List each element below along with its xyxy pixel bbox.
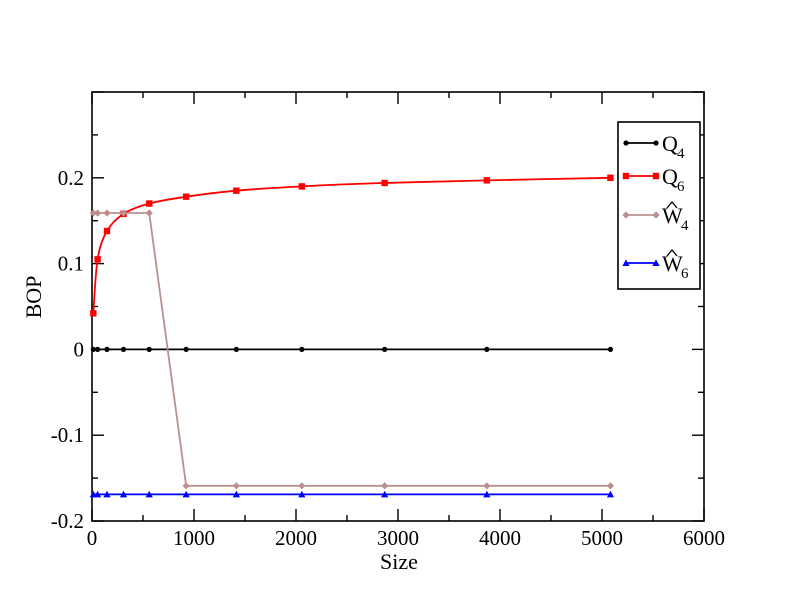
- series-hat-w6: [89, 490, 615, 498]
- legend-subscript: 4: [677, 146, 685, 162]
- legend-marker: [622, 172, 630, 180]
- series-line: [92, 176, 611, 314]
- data-point: [484, 346, 490, 352]
- x-tick-label: 2000: [275, 526, 317, 550]
- data-point: [90, 310, 97, 317]
- data-point: [298, 183, 306, 190]
- series-q6: [90, 174, 614, 317]
- y-axis-title: BOP: [21, 276, 46, 319]
- data-point: [119, 490, 128, 498]
- data-point: [89, 209, 97, 217]
- data-point: [607, 346, 614, 352]
- data-point: [103, 227, 111, 235]
- y-tick-label: 0.2: [58, 166, 84, 190]
- plot-frame: [91, 91, 705, 522]
- data-point: [381, 490, 389, 498]
- data-point: [95, 346, 101, 352]
- plot-area: [91, 91, 705, 522]
- legend-marker: [622, 211, 630, 219]
- data-point: [483, 482, 491, 490]
- data-point: [382, 346, 388, 352]
- data-point: [104, 346, 110, 352]
- axes: 0 1000 2000 3000 4000 5000 6000 -0.2 -0.1 0 0.1 0.2: [51, 91, 725, 550]
- legend-subscript: 6: [681, 266, 689, 282]
- data-point: [146, 200, 153, 207]
- data-point: [94, 256, 101, 263]
- x-tick-label: 3000: [377, 526, 419, 550]
- legend-marker: [652, 259, 660, 266]
- data-point: [607, 174, 614, 181]
- legend-label: W: [662, 203, 683, 228]
- x-axis-title: Size: [380, 549, 418, 574]
- data-point: [103, 490, 111, 498]
- legend-marker: [652, 211, 660, 219]
- legend-marker: [623, 140, 629, 146]
- data-point: [182, 490, 190, 498]
- legend-box: [617, 121, 701, 290]
- data-point: [145, 490, 153, 498]
- data-point: [182, 193, 190, 200]
- y-tick-label: 0.1: [58, 252, 84, 276]
- data-point: [233, 346, 239, 352]
- data-point: [183, 346, 189, 352]
- x-tick-label: 5000: [581, 526, 623, 550]
- data-point: [298, 490, 306, 498]
- x-tick-label: 6000: [683, 526, 725, 550]
- hat-accent: [666, 248, 678, 257]
- data-point: [606, 482, 615, 490]
- legend-marker: [653, 140, 659, 146]
- data-point: [232, 482, 240, 490]
- legend-subscript: 6: [677, 179, 685, 195]
- legend-marker: [622, 259, 630, 266]
- data-point: [483, 177, 491, 184]
- data-point: [145, 209, 153, 217]
- y-tick-label: -0.2: [51, 509, 84, 533]
- legend-entry: W4: [622, 200, 689, 234]
- data-point: [232, 490, 240, 498]
- data-point: [606, 490, 615, 498]
- data-point: [119, 209, 128, 217]
- series-layer: [89, 174, 615, 498]
- legend-label: W: [662, 251, 683, 276]
- legend-subscript: 4: [681, 218, 689, 234]
- x-tick-label: 0: [87, 526, 98, 550]
- series-hat-w4: [89, 209, 615, 490]
- x-tick-label: 4000: [479, 526, 521, 550]
- data-point: [90, 346, 96, 352]
- data-point: [94, 490, 102, 498]
- x-tick-label: 1000: [173, 526, 215, 550]
- data-point: [146, 346, 152, 352]
- data-point: [233, 187, 240, 194]
- data-point: [103, 209, 111, 217]
- data-point: [298, 482, 306, 490]
- data-point: [94, 209, 102, 217]
- data-point: [182, 482, 190, 490]
- y-tick-label: -0.1: [51, 423, 84, 447]
- data-point: [483, 490, 491, 498]
- y-tick-label: 0: [74, 337, 85, 361]
- data-point: [381, 482, 389, 490]
- data-point: [381, 179, 388, 187]
- series-q4: [90, 346, 614, 352]
- legend-entry: W6: [622, 248, 689, 282]
- legend-label: Q: [662, 131, 678, 156]
- data-point: [120, 346, 127, 352]
- legend-marker: [652, 172, 660, 180]
- data-point: [299, 346, 305, 352]
- hat-accent: [666, 200, 678, 209]
- legend-label: Q: [662, 164, 678, 189]
